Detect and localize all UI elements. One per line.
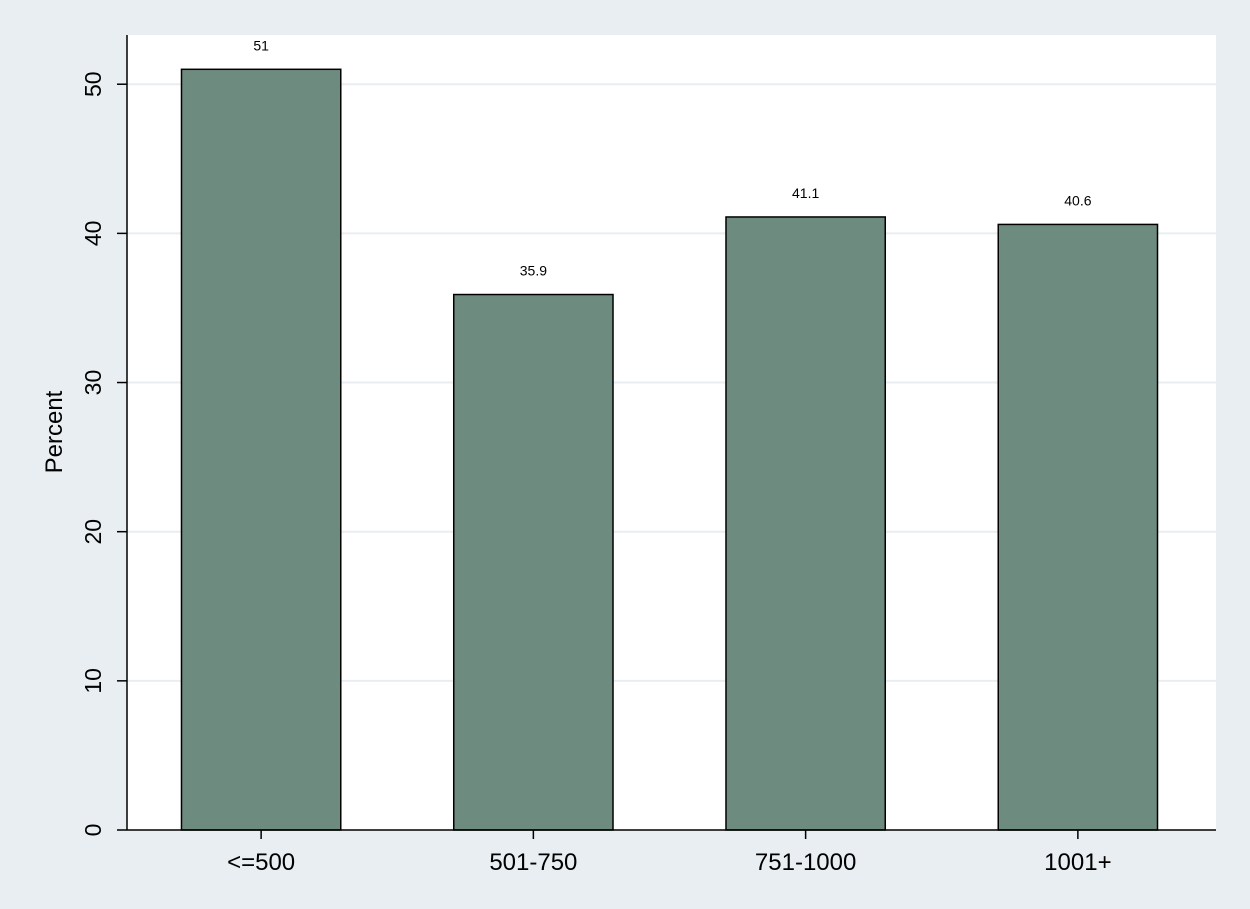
y-axis-title: Percent <box>41 390 68 473</box>
x-tick-label-1001+: 1001+ <box>1044 849 1111 876</box>
x-tick-label-501-750: 501-750 <box>489 849 577 876</box>
bar-501-750 <box>452 293 614 831</box>
data-label-1001+: 40.6 <box>1064 192 1091 208</box>
data-label-<=500: 51 <box>253 37 269 53</box>
y-axis-ticks: 0 10 20 30 40 50 <box>80 71 127 836</box>
y-tick-label-30: 30 <box>80 370 106 396</box>
y-tick-label-20: 20 <box>80 519 106 545</box>
bar-751-1000 <box>725 216 887 831</box>
y-tick-label-10: 10 <box>80 668 106 694</box>
bar-<=500 <box>180 68 342 831</box>
data-labels: 51 35.9 41.1 40.6 <box>253 37 1091 278</box>
bars <box>180 68 1159 831</box>
data-label-751-1000: 41.1 <box>792 185 819 201</box>
x-axis-ticks: <=500 501-750 751-1000 1001+ <box>227 830 1112 876</box>
data-label-501-750: 35.9 <box>520 263 547 279</box>
bar-1001+ <box>997 223 1159 831</box>
y-tick-label-0: 0 <box>80 824 106 837</box>
y-tick-label-40: 40 <box>80 221 106 247</box>
x-tick-label-751-1000: 751-1000 <box>755 849 856 876</box>
y-tick-label-50: 50 <box>80 71 106 97</box>
x-tick-label-<=500: <=500 <box>227 849 295 876</box>
